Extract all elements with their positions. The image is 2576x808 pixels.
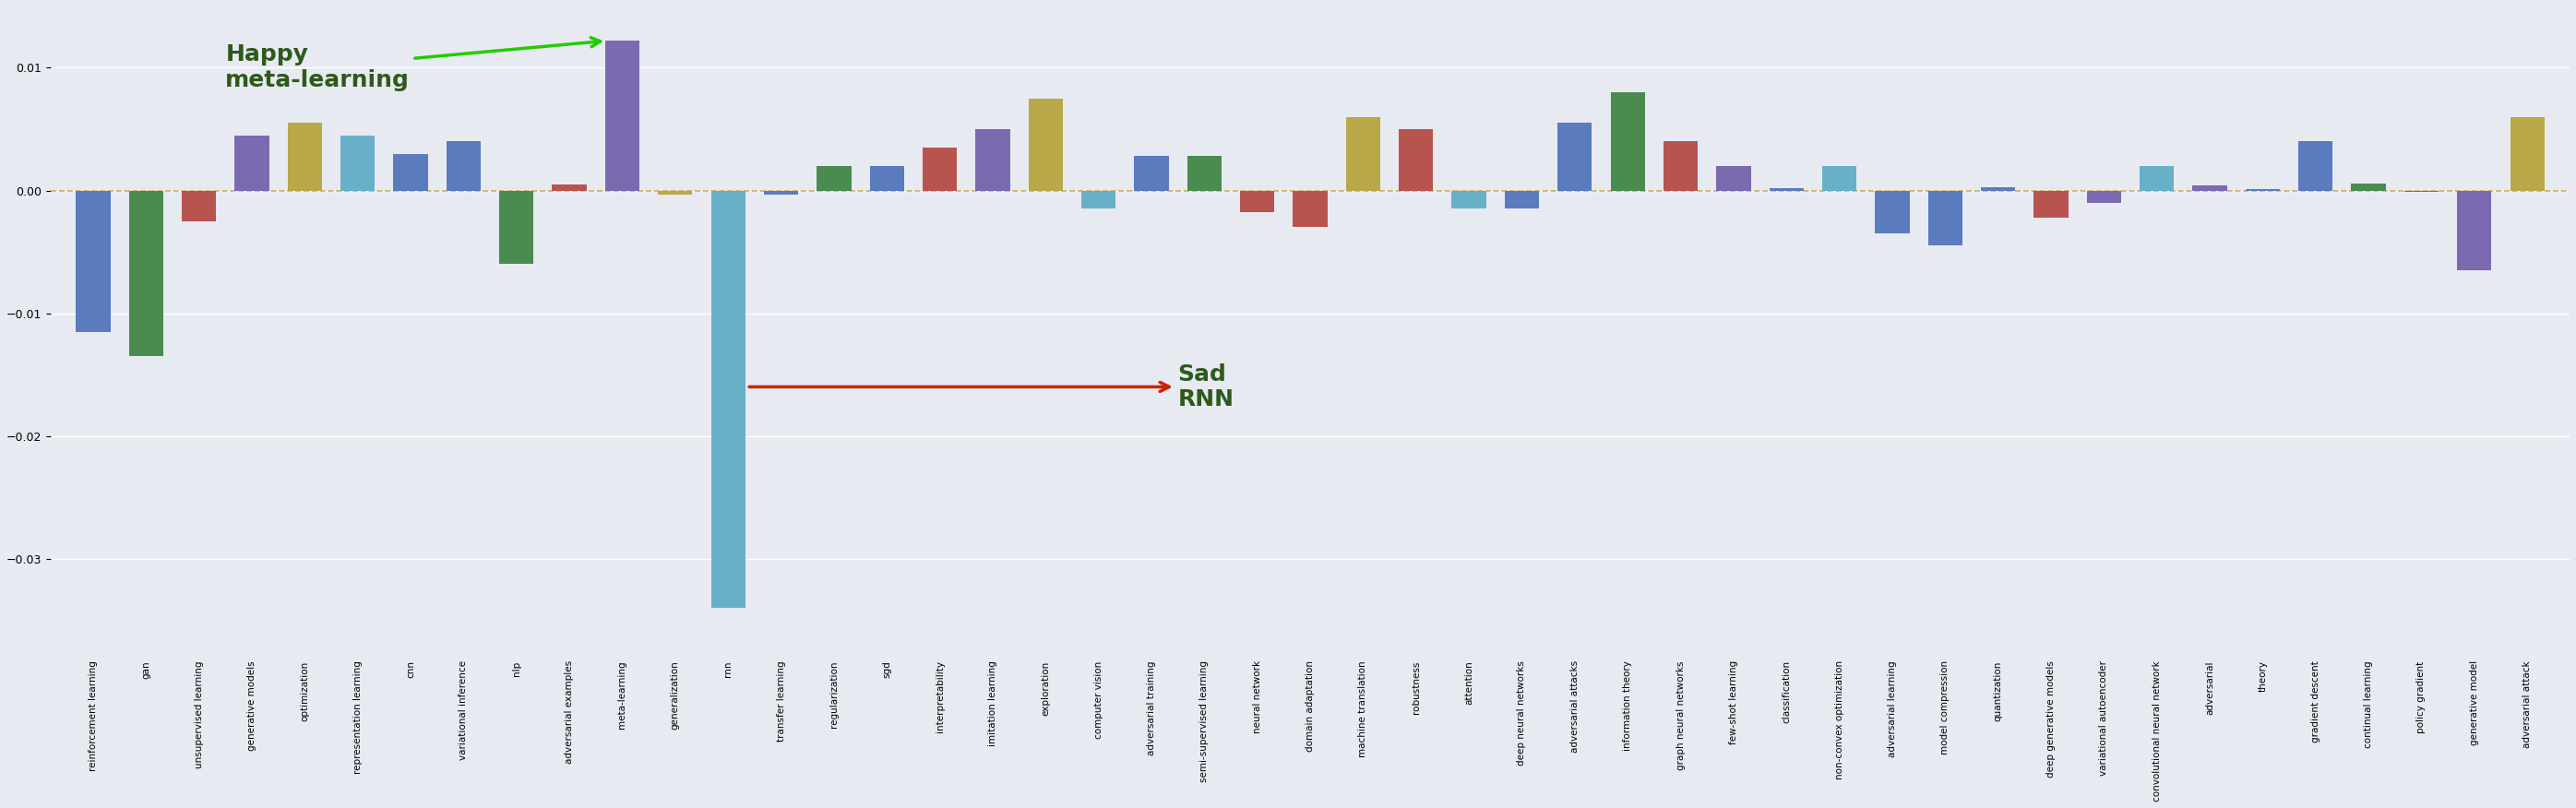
Bar	[1927, 191, 1963, 246]
Bar	[500, 191, 533, 264]
Bar	[1399, 129, 1432, 191]
Bar	[1558, 123, 1592, 191]
Bar	[75, 191, 111, 331]
Bar	[551, 184, 587, 191]
Bar	[1875, 191, 1909, 234]
Bar	[1821, 166, 1857, 191]
Bar	[657, 191, 693, 194]
Bar	[1504, 191, 1538, 209]
Bar	[1293, 191, 1327, 227]
Bar	[1453, 191, 1486, 209]
Bar	[711, 191, 744, 608]
Bar	[2035, 191, 2069, 217]
Bar	[1716, 166, 1752, 191]
Bar	[922, 148, 956, 191]
Text: Happy
meta-learning: Happy meta-learning	[227, 38, 600, 91]
Bar	[2087, 191, 2120, 203]
Bar	[1239, 191, 1275, 213]
Bar	[2298, 141, 2334, 191]
Bar	[605, 40, 639, 191]
Bar	[394, 154, 428, 191]
Bar	[2192, 186, 2228, 191]
Bar	[1345, 117, 1381, 191]
Bar	[817, 166, 850, 191]
Bar	[183, 191, 216, 221]
Bar	[871, 166, 904, 191]
Bar	[2246, 189, 2280, 191]
Bar	[2141, 166, 2174, 191]
Text: Sad
RNN: Sad RNN	[750, 363, 1234, 410]
Bar	[2352, 183, 2385, 191]
Bar	[2458, 191, 2491, 270]
Bar	[1188, 156, 1221, 191]
Bar	[1770, 188, 1803, 191]
Bar	[446, 141, 482, 191]
Bar	[765, 191, 799, 194]
Bar	[1664, 141, 1698, 191]
Bar	[340, 135, 376, 191]
Bar	[234, 135, 268, 191]
Bar	[1610, 92, 1646, 191]
Bar	[976, 129, 1010, 191]
Bar	[1133, 156, 1170, 191]
Bar	[289, 123, 322, 191]
Bar	[1028, 99, 1064, 191]
Bar	[1981, 187, 2014, 191]
Bar	[1082, 191, 1115, 209]
Bar	[129, 191, 162, 356]
Bar	[2509, 117, 2545, 191]
